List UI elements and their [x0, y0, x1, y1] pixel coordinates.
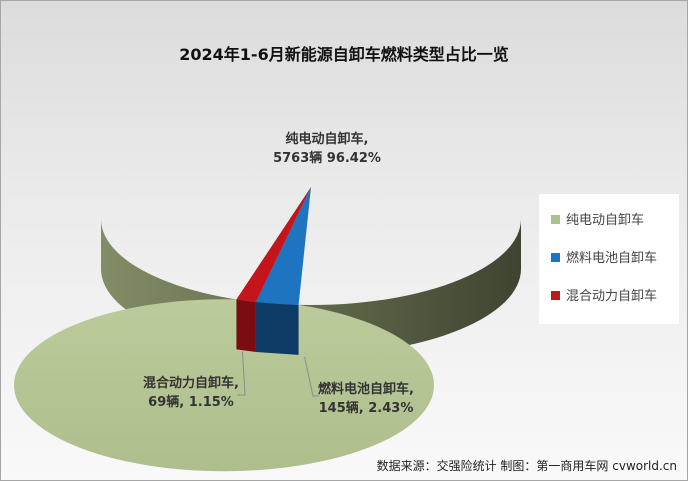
legend-label: 燃料电池自卸车 [566, 251, 658, 266]
chart-title: 2024年1-6月新能源自卸车燃料类型占比一览 [179, 45, 509, 64]
label-fuel-cell-value: 145辆, 2.43% [319, 400, 414, 416]
label-hybrid-value: 69辆, 1.15% [148, 394, 234, 410]
legend-swatch [551, 291, 560, 300]
slice-side-fuel-cell [255, 301, 299, 355]
legend: 纯电动自卸车 燃料电池自卸车 混合动力自卸车 [539, 194, 679, 324]
label-hybrid-name: 混合动力自卸车, [143, 375, 239, 391]
legend-item-hybrid: 混合动力自卸车 [551, 286, 657, 308]
label-pure-electric-name: 纯电动自卸车, [286, 131, 369, 147]
label-pure-electric-value: 5763辆 96.42% [273, 150, 381, 166]
label-fuel-cell-name: 燃料电池自卸车, [318, 381, 414, 397]
slice-fuel-cell [255, 187, 311, 305]
legend-swatch [551, 215, 560, 224]
slice-side-hybrid [236, 299, 256, 352]
slice-hybrid [236, 187, 311, 302]
leader-fuel-cell [304, 356, 319, 397]
legend-item-pure-electric: 纯电动自卸车 [551, 210, 644, 232]
legend-label: 混合动力自卸车 [566, 289, 658, 304]
legend-item-fuel-cell: 燃料电池自卸车 [551, 248, 657, 270]
legend-swatch [551, 253, 560, 262]
legend-label: 纯电动自卸车 [566, 213, 645, 228]
slice-pure-electric [14, 187, 435, 472]
source-note: 数据来源：交强险统计 制图：第一商用车网 cvworld.cn [376, 459, 677, 473]
leader-hybrid [237, 351, 246, 396]
